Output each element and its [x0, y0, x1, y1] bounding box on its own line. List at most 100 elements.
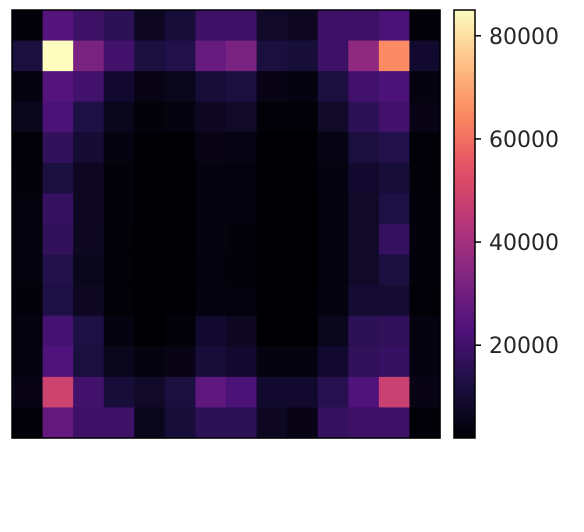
heatmap-cell-r9-c5: [164, 285, 197, 317]
heatmap-cell-r2-c8: [256, 71, 288, 103]
heatmap-cell-r9-c4: [134, 285, 166, 317]
heatmap-cell-r4-c12: [378, 132, 411, 164]
heatmap-cell-r13-c8: [256, 407, 288, 439]
heatmap-cell-r8-c6: [195, 254, 227, 286]
heatmap-cell-r11-c10: [317, 346, 349, 378]
heatmap-cell-r8-c9: [287, 254, 319, 286]
heatmap-cell-r5-c3: [103, 162, 135, 195]
heatmap-cell-r2-c2: [73, 71, 105, 103]
heatmap-cell-r8-c3: [103, 254, 135, 286]
plot-frame: [11, 9, 441, 439]
heatmap-cell-r3-c4: [134, 101, 166, 133]
heatmap-cell-r11-c7: [226, 346, 258, 378]
heatmap-cell-r5-c1: [42, 162, 74, 195]
heatmap-cell-r10-c8: [256, 315, 288, 347]
heatmap-cell-r4-c10: [317, 132, 349, 164]
heatmap-cell-r9-c10: [317, 285, 349, 317]
heatmap-cell-r5-c6: [195, 162, 227, 195]
heatmap-cell-r6-c13: [409, 193, 441, 225]
heatmap-cell-r4-c13: [409, 132, 441, 164]
heatmap-cell-r10-c12: [378, 315, 411, 347]
heatmap-cell-r8-c13: [409, 254, 441, 286]
heatmap-cell-r3-c3: [103, 101, 135, 133]
heatmap-cell-r5-c10: [317, 162, 349, 195]
heatmap-cell-r13-c4: [134, 407, 166, 439]
heatmap-cell-r12-c6: [195, 376, 227, 409]
heatmap-cell-r1-c7: [226, 40, 258, 72]
heatmap-cell-r5-c2: [73, 162, 105, 195]
heatmap-cell-r3-c11: [348, 101, 380, 133]
heatmap-cell-r10-c1: [42, 315, 74, 347]
heatmap-cell-r13-c6: [195, 407, 227, 439]
colorbar-tick-label: 40000: [489, 231, 559, 256]
heatmap-cell-r3-c8: [256, 101, 288, 133]
heatmap-cell-r1-c10: [317, 40, 349, 72]
heatmap-cell-r1-c6: [195, 40, 227, 72]
heatmap-cell-r2-c6: [195, 71, 227, 103]
heatmap-cell-r11-c1: [42, 346, 74, 378]
heatmap-cell-r3-c2: [73, 101, 105, 133]
heatmap-cell-r4-c4: [134, 132, 166, 164]
heatmap-cell-r8-c7: [226, 254, 258, 286]
heatmap-cell-r13-c1: [42, 407, 74, 439]
heatmap-cell-r8-c5: [164, 254, 197, 286]
heatmap-cell-r4-c2: [73, 132, 105, 164]
heatmap-cell-r2-c12: [378, 71, 411, 103]
heatmap-cells: [12, 10, 441, 439]
heatmap-cell-r8-c1: [42, 254, 74, 286]
heatmap-cell-r12-c12: [378, 376, 411, 409]
heatmap-cell-r4-c9: [287, 132, 319, 164]
heatmap-cell-r2-c10: [317, 71, 349, 103]
heatmap-cell-r7-c2: [73, 224, 105, 256]
heatmap-cell-r10-c13: [409, 315, 441, 347]
heatmap-cell-r3-c6: [195, 101, 227, 133]
heatmap-cell-r1-c8: [256, 40, 288, 72]
heatmap-cell-r7-c3: [103, 224, 135, 256]
heatmap-cell-r7-c11: [348, 224, 380, 256]
heatmap-cell-r0-c10: [317, 10, 349, 42]
heatmap-cell-r3-c9: [287, 101, 319, 133]
heatmap-cell-r13-c5: [164, 407, 197, 439]
heatmap-cell-r5-c0: [12, 162, 44, 195]
heatmap-cell-r8-c2: [73, 254, 105, 286]
heatmap-cell-r0-c12: [378, 10, 411, 42]
heatmap-cell-r9-c6: [195, 285, 227, 317]
heatmap-cell-r13-c2: [73, 407, 105, 439]
heatmap-cell-r3-c10: [317, 101, 349, 133]
heatmap-cell-r3-c13: [409, 101, 441, 133]
heatmap-cell-r2-c13: [409, 71, 441, 103]
heatmap-cell-r13-c13: [409, 407, 441, 439]
heatmap-cell-r13-c9: [287, 407, 319, 439]
heatmap-cell-r4-c6: [195, 132, 227, 164]
heatmap-cell-r9-c3: [103, 285, 135, 317]
heatmap-cell-r1-c5: [164, 40, 197, 72]
heatmap-cell-r6-c3: [103, 193, 135, 225]
heatmap-cell-r4-c0: [12, 132, 44, 164]
heatmap-cell-r13-c11: [348, 407, 380, 439]
heatmap-cell-r5-c8: [256, 162, 288, 195]
heatmap-cell-r7-c9: [287, 224, 319, 256]
colorbar-tick-label: 80000: [489, 25, 559, 50]
heatmap-cell-r8-c8: [256, 254, 288, 286]
heatmap-cell-r1-c2: [73, 40, 105, 72]
heatmap-cell-r10-c0: [12, 315, 44, 347]
heatmap-cell-r0-c0: [12, 10, 44, 42]
heatmap-cell-r2-c11: [348, 71, 380, 103]
heatmap-cell-r0-c1: [42, 10, 74, 42]
heatmap-cell-r3-c1: [42, 101, 74, 133]
heatmap-cell-r1-c12: [378, 40, 411, 72]
heatmap-cell-r7-c0: [12, 224, 44, 256]
heatmap-cell-r3-c12: [378, 101, 411, 133]
heatmap-cell-r11-c9: [287, 346, 319, 378]
colorbar-tick-label: 60000: [489, 128, 559, 153]
heatmap-cell-r13-c10: [317, 407, 349, 439]
heatmap-cell-r4-c1: [42, 132, 74, 164]
heatmap-cell-r9-c8: [256, 285, 288, 317]
heatmap-cell-r10-c6: [195, 315, 227, 347]
heatmap-cell-r6-c10: [317, 193, 349, 225]
heatmap-cell-r1-c1: [42, 40, 74, 72]
heatmap-cell-r4-c3: [103, 132, 135, 164]
heatmap-cell-r0-c3: [103, 10, 135, 42]
heatmap-cell-r11-c13: [409, 346, 441, 378]
heatmap-cell-r12-c1: [42, 376, 74, 409]
